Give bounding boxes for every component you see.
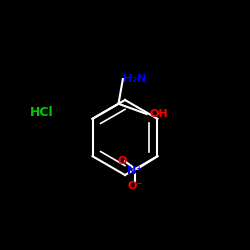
Text: HCl: HCl — [30, 106, 54, 119]
Text: N⁺: N⁺ — [128, 166, 142, 176]
Text: H₂N: H₂N — [123, 74, 146, 84]
Text: O⁻: O⁻ — [127, 181, 142, 191]
Text: OH: OH — [149, 109, 168, 119]
Text: O: O — [118, 156, 127, 166]
